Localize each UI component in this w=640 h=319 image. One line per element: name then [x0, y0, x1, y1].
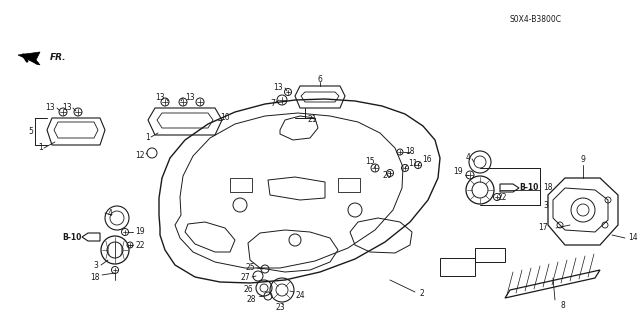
- Text: 2: 2: [420, 288, 425, 298]
- Text: 1: 1: [145, 133, 150, 143]
- Text: 15: 15: [365, 158, 375, 167]
- Text: B-10: B-10: [63, 233, 82, 241]
- Text: 17: 17: [538, 224, 548, 233]
- Text: 8: 8: [561, 300, 565, 309]
- Text: 21: 21: [307, 115, 317, 124]
- Text: 4: 4: [465, 152, 470, 161]
- Polygon shape: [18, 52, 40, 65]
- Text: 27: 27: [241, 272, 250, 281]
- Bar: [230, 178, 252, 192]
- Bar: [440, 258, 475, 276]
- Text: 13: 13: [45, 102, 55, 112]
- Text: 11: 11: [408, 159, 417, 167]
- Text: 3: 3: [93, 261, 98, 270]
- Text: 7: 7: [270, 100, 275, 108]
- Text: 18: 18: [406, 147, 415, 157]
- Text: 13: 13: [185, 93, 195, 101]
- Text: 18: 18: [90, 273, 100, 283]
- Text: 19: 19: [135, 227, 145, 236]
- Text: 5: 5: [28, 128, 33, 137]
- Text: 18: 18: [543, 183, 552, 192]
- Text: 16: 16: [422, 155, 431, 165]
- Bar: [338, 178, 360, 192]
- Text: 22: 22: [135, 241, 145, 250]
- Text: 22: 22: [498, 194, 508, 203]
- Text: 24: 24: [296, 291, 306, 300]
- Text: 9: 9: [580, 155, 586, 165]
- Text: 14: 14: [628, 234, 637, 242]
- Text: 19: 19: [453, 167, 463, 176]
- Text: 12: 12: [136, 151, 145, 160]
- Text: 20: 20: [382, 172, 392, 181]
- Text: 13: 13: [273, 83, 283, 92]
- Text: 13: 13: [156, 93, 165, 101]
- Text: 6: 6: [317, 76, 323, 85]
- Text: 25: 25: [245, 263, 255, 272]
- Text: 4: 4: [107, 209, 112, 218]
- Text: 23: 23: [275, 302, 285, 311]
- Bar: [475, 248, 505, 262]
- Text: 28: 28: [246, 295, 256, 305]
- Text: 26: 26: [243, 286, 253, 294]
- Text: B-10: B-10: [519, 183, 538, 192]
- Text: 13: 13: [62, 102, 72, 112]
- Text: 10: 10: [220, 113, 230, 122]
- Text: 1: 1: [38, 144, 43, 152]
- Text: S0X4-B3800C: S0X4-B3800C: [510, 16, 562, 25]
- Text: FR.: FR.: [50, 53, 67, 62]
- Text: 3: 3: [543, 201, 548, 210]
